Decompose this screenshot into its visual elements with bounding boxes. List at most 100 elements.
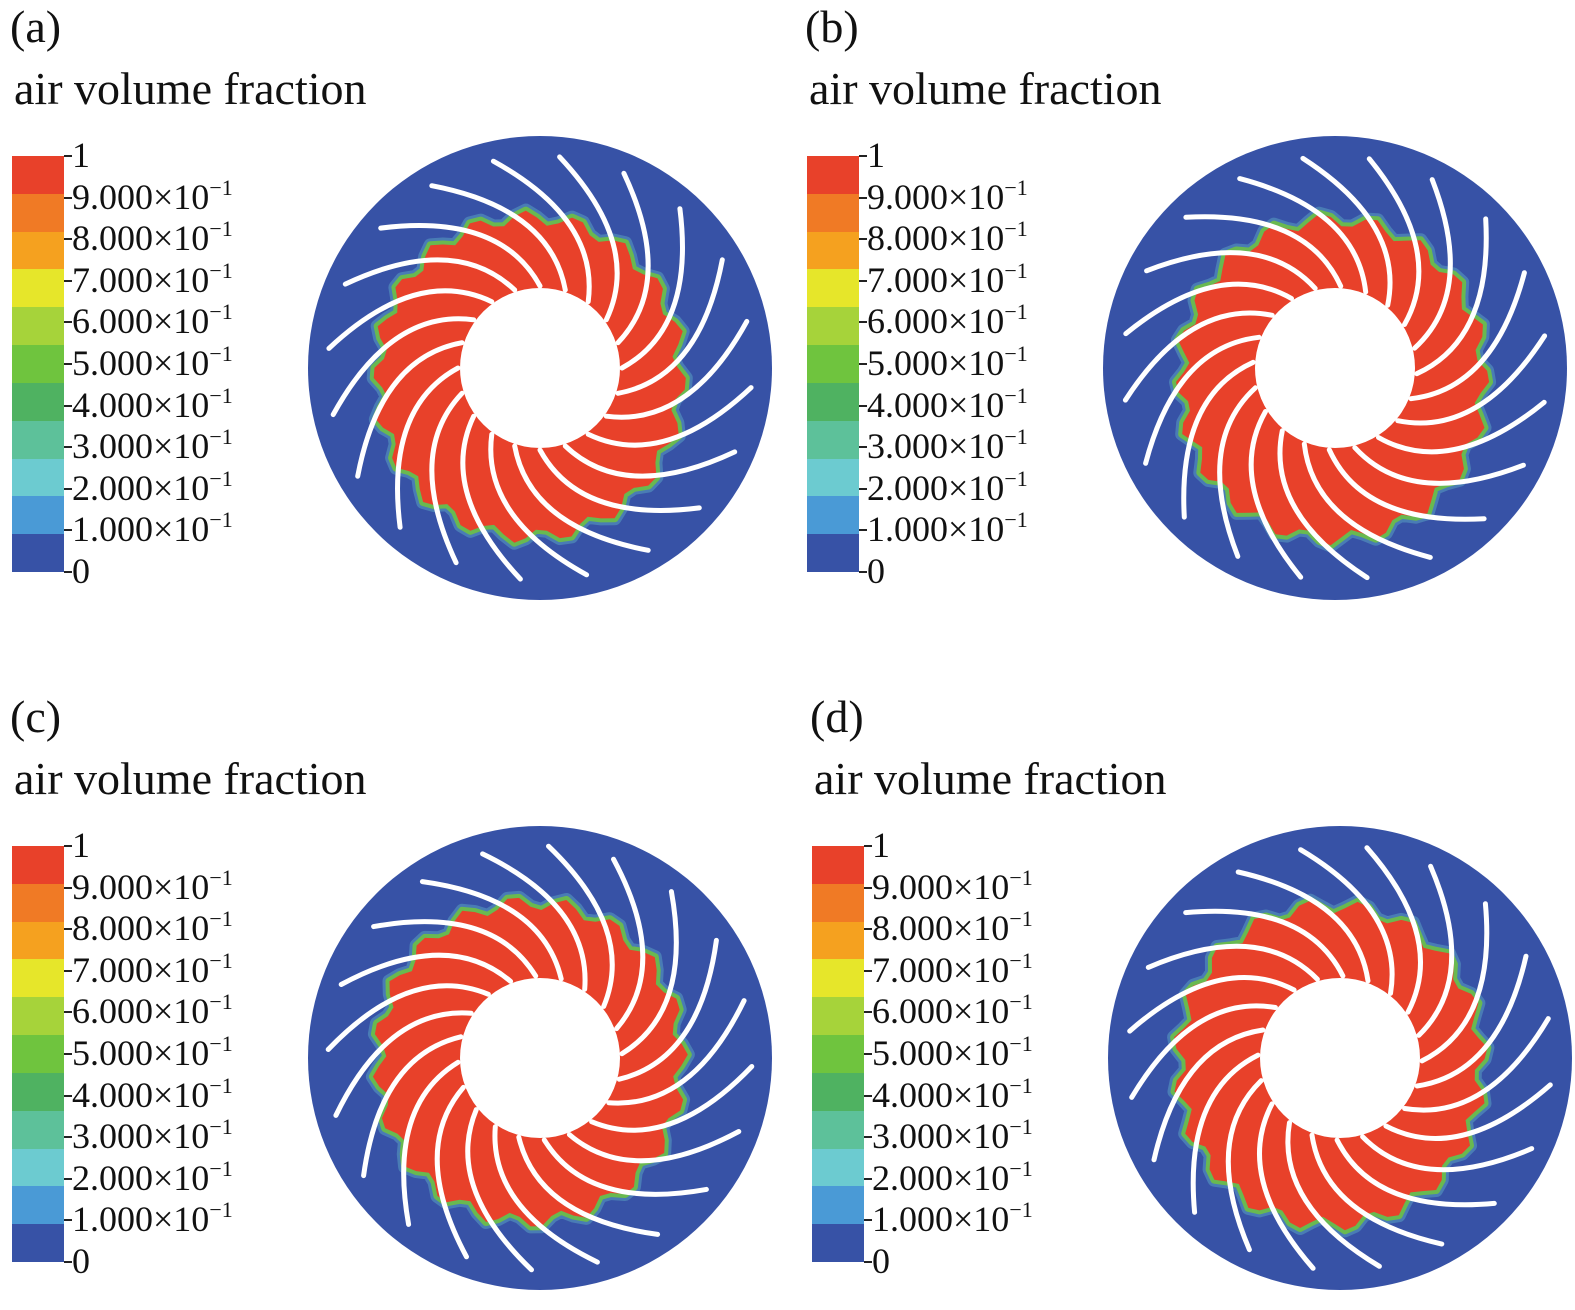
blade xyxy=(615,257,725,396)
color-legend: 1 9.000×10−1 8.000×10−1 7.000×10−1 6.000×10−… xyxy=(807,137,1147,592)
colorbar-tick-label: 4.000×10−1 xyxy=(867,382,1028,425)
colorbar-tick-label: 5.000×10−1 xyxy=(72,1031,233,1073)
blade xyxy=(1360,1134,1535,1173)
colorbar-tick xyxy=(64,487,72,490)
colorbar xyxy=(807,156,859,573)
colorbar-tick xyxy=(64,571,72,573)
colorbar-tick xyxy=(864,1261,872,1263)
blade xyxy=(465,1107,534,1273)
color-legend: 1 9.000×10−1 8.000×10−1 7.000×10−1 6.000×10−… xyxy=(12,137,352,592)
colorbar-segment xyxy=(812,1072,864,1112)
blade xyxy=(338,952,514,987)
colorbar-tick-label: 9.000×10−1 xyxy=(72,864,233,907)
colorbar-tick-label: 9.000×10−1 xyxy=(872,864,1033,907)
hub xyxy=(1260,978,1420,1138)
blade xyxy=(1277,428,1370,581)
rotor xyxy=(300,128,780,608)
colorbar-tick xyxy=(64,196,72,199)
colorbar-segment xyxy=(807,420,859,460)
colorbar-tick xyxy=(64,529,72,532)
colorbar-tick xyxy=(864,886,872,889)
blade xyxy=(325,983,491,1052)
colorbar-tick xyxy=(864,1219,872,1222)
blade xyxy=(342,257,518,293)
colorbar-segment xyxy=(812,921,864,960)
colorbar-tick-label: 0 xyxy=(72,551,90,591)
blade xyxy=(492,1124,600,1265)
rotor xyxy=(1100,818,1575,1298)
colorbar-segment xyxy=(807,269,859,308)
colorbar-tick xyxy=(859,446,867,449)
blade xyxy=(1395,333,1548,426)
colorbar-tick xyxy=(859,155,867,157)
legend-title: air volume fraction xyxy=(14,63,367,114)
colorbar-segment xyxy=(12,1072,64,1112)
panel-c: (c) air volume fraction 1 9.000×10−1 8.000×1… xyxy=(0,690,780,1310)
blade xyxy=(1123,281,1294,337)
blade xyxy=(1144,250,1318,291)
colorbar-segment xyxy=(12,997,64,1036)
rotor-contour-plot xyxy=(1103,136,1567,600)
colorbar-segment xyxy=(12,231,64,270)
hub xyxy=(460,978,620,1138)
rotor xyxy=(300,818,780,1298)
colorbar-segment xyxy=(807,496,859,535)
colorbar-tick-label: 2.000×10−1 xyxy=(72,1155,233,1198)
colorbar-segment xyxy=(812,1224,864,1263)
colorbar xyxy=(12,156,64,573)
colorbar-tick-label: 8.000×10−1 xyxy=(872,906,1033,949)
color-legend: 1 9.000×10−1 8.000×10−1 7.000×10−1 6.000×10−… xyxy=(12,827,352,1282)
blade xyxy=(326,288,495,351)
colorbar-segment xyxy=(12,193,64,233)
blade xyxy=(1183,214,1344,289)
blade-group xyxy=(1127,845,1553,1271)
colorbar-tick-label: 6.000×10−1 xyxy=(72,299,233,342)
colorbar-tick xyxy=(64,363,72,365)
blade xyxy=(1145,943,1320,982)
colorbar-tick-label: 1 xyxy=(867,135,885,175)
rotor xyxy=(1095,128,1575,608)
colorbar-segment xyxy=(807,345,859,384)
legend-title: air volume fraction xyxy=(814,753,1167,804)
blade xyxy=(1402,1016,1551,1113)
colorbar-tick xyxy=(64,1219,72,1222)
rotor-contour-plot xyxy=(308,826,772,1290)
colorbar-segment xyxy=(12,269,64,308)
colorbar-segment xyxy=(812,846,864,885)
panel-b: (b) air volume fraction 1 9.000×10−1 8.000×1… xyxy=(795,0,1575,620)
color-legend: 1 9.000×10−1 8.000×10−1 7.000×10−1 6.000×10−… xyxy=(812,827,1152,1282)
colorbar-tick-label: 3.000×10−1 xyxy=(72,1114,233,1157)
blade xyxy=(1309,1132,1445,1247)
colorbar-tick-label: 8.000×10−1 xyxy=(867,216,1028,259)
colorbar-tick-label: 8.000×10−1 xyxy=(72,906,233,949)
blade xyxy=(1285,1120,1382,1269)
blade xyxy=(566,1129,742,1164)
colorbar-segment xyxy=(12,307,64,346)
colorbar-tick xyxy=(859,196,867,199)
colorbar-tick xyxy=(64,321,72,324)
colorbar-segment xyxy=(807,534,859,573)
blade xyxy=(1301,441,1433,560)
colorbar-segment xyxy=(807,231,859,270)
colorbar-tick-label: 0 xyxy=(867,551,885,591)
colorbar-tick-label: 0 xyxy=(72,1241,90,1281)
colorbar-tick-label: 3.000×10−1 xyxy=(72,424,233,467)
colorbar-segment xyxy=(812,997,864,1036)
colorbar-segment xyxy=(12,1148,64,1187)
blade xyxy=(460,413,523,582)
colorbar-tick xyxy=(64,845,72,847)
blade xyxy=(429,183,568,293)
colorbar-tick-label: 1 xyxy=(72,135,90,175)
blade xyxy=(562,443,738,479)
blade xyxy=(541,1137,709,1197)
blade xyxy=(1298,847,1395,996)
colorbar-segment xyxy=(812,1110,864,1150)
colorbar-segment xyxy=(12,883,64,923)
blade xyxy=(1217,385,1258,559)
colorbar-segment xyxy=(12,534,64,573)
colorbar-tick-label: 1.000×10−1 xyxy=(872,1197,1033,1240)
colorbar-tick xyxy=(64,1094,72,1097)
colorbar-segment xyxy=(812,1148,864,1187)
blade xyxy=(1183,908,1346,979)
colorbar-tick xyxy=(859,279,867,282)
